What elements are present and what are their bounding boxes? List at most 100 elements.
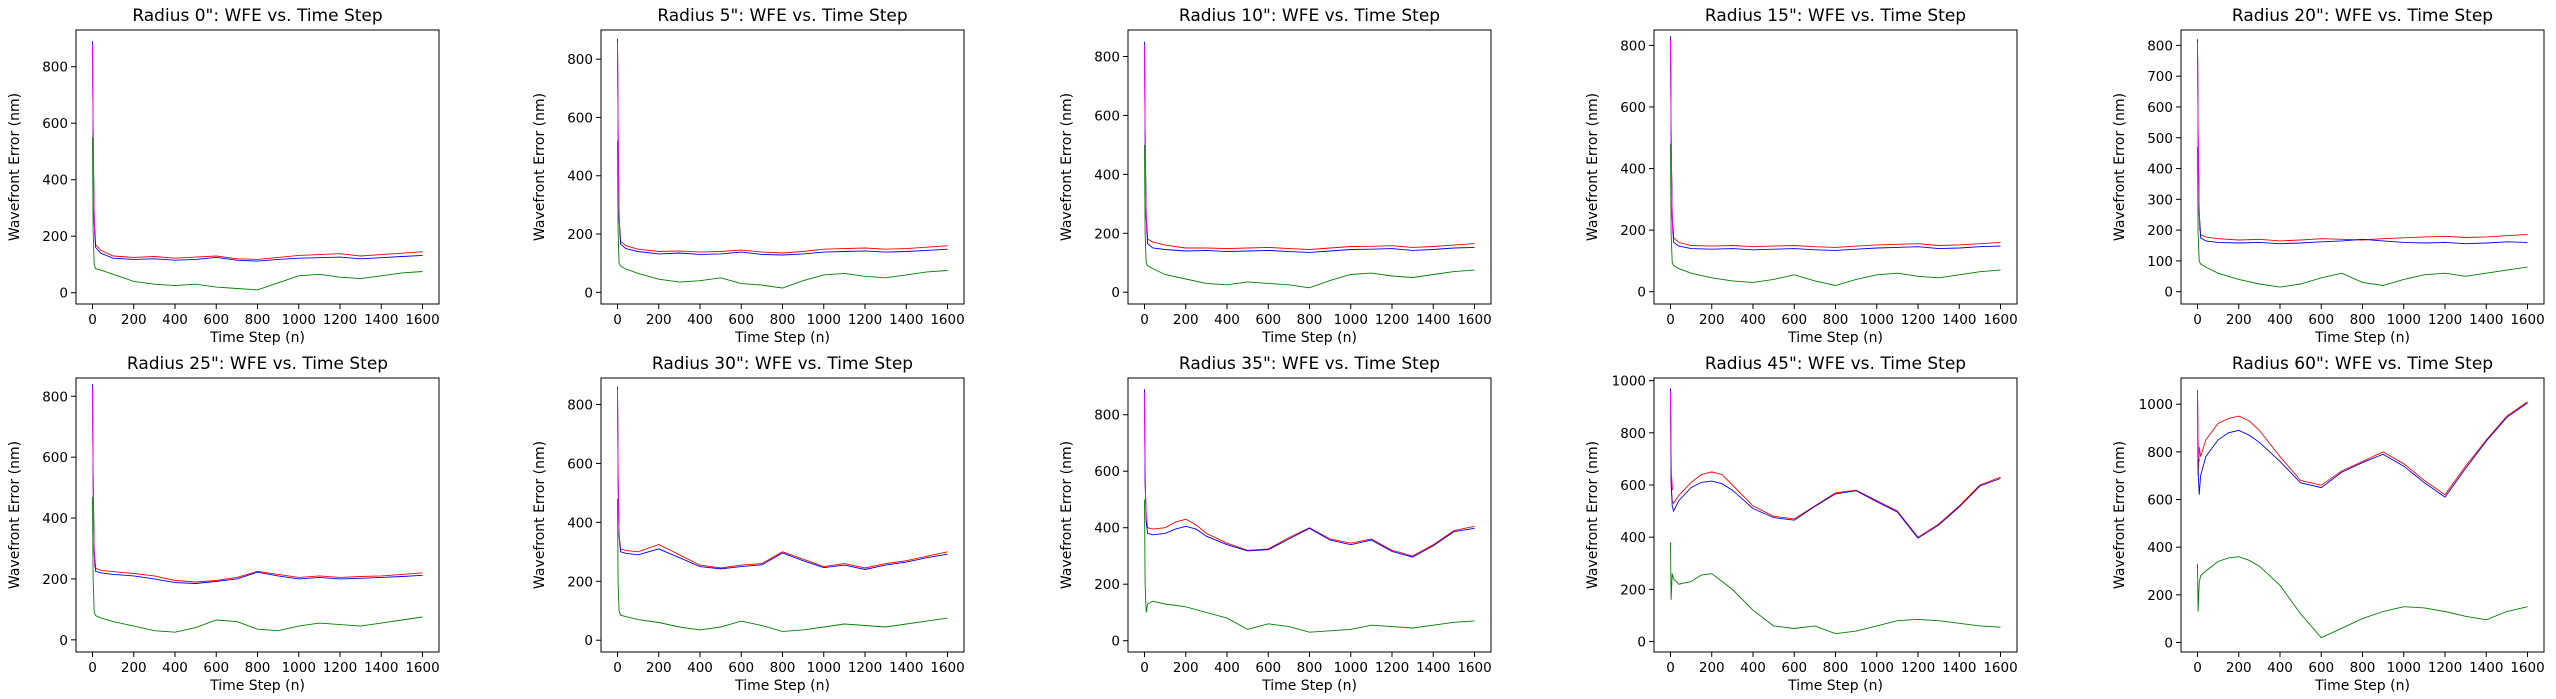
x-tick-label: 800 bbox=[1297, 660, 1323, 676]
x-tick-label: 1200 bbox=[323, 660, 357, 676]
y-tick-label: 200 bbox=[567, 227, 593, 243]
x-tick-label: 600 bbox=[1255, 660, 1281, 676]
x-tick-label: 1000 bbox=[1334, 660, 1368, 676]
y-tick-label: 600 bbox=[1620, 478, 1646, 494]
y-tick-label: 800 bbox=[42, 60, 68, 76]
y-tick-label: 200 bbox=[1620, 223, 1646, 239]
plot-frame bbox=[600, 29, 965, 305]
x-tick-label: 1200 bbox=[1375, 660, 1409, 676]
y-tick-label: 800 bbox=[567, 52, 593, 68]
x-tick-label: 1000 bbox=[1334, 312, 1368, 328]
y-tick-label: 800 bbox=[1620, 426, 1646, 442]
subplot-8: 0 200 400 600 800 1000 1200 1400 1600 0 200 400 600 8… bbox=[1059, 354, 1492, 694]
x-tick-label: 600 bbox=[1781, 312, 1807, 328]
x-tick-label: 200 bbox=[1173, 660, 1199, 676]
series-line-4 bbox=[617, 389, 621, 546]
plot-frame bbox=[2180, 29, 2545, 305]
series-line-1 bbox=[1670, 39, 2001, 248]
series-line-2 bbox=[617, 386, 948, 570]
y-tick-label: 0 bbox=[1111, 285, 1120, 301]
x-tick-label: 1200 bbox=[1375, 312, 1409, 328]
series-line-2 bbox=[2197, 39, 2528, 245]
y-tick-label: 600 bbox=[1094, 108, 1120, 124]
chart-title: Radius 0": WFE vs. Time Step bbox=[132, 6, 382, 26]
x-tick-label: 0 bbox=[613, 660, 622, 676]
subplot-10: 0 200 400 600 800 1000 1200 1400 1600 0 200 400 600 8… bbox=[2112, 354, 2545, 694]
y-tick-label: 0 bbox=[1111, 634, 1120, 650]
x-tick-label: 400 bbox=[1740, 660, 1766, 676]
series-line-3 bbox=[2197, 556, 2528, 639]
y-tick-label: 400 bbox=[42, 173, 68, 189]
chart-title: Radius 35": WFE vs. Time Step bbox=[1179, 354, 1440, 374]
x-tick-label: 1600 bbox=[2510, 312, 2544, 328]
y-tick-label: 200 bbox=[1094, 577, 1120, 593]
y-tick-label: 200 bbox=[2147, 223, 2173, 239]
x-tick-label: 1600 bbox=[1983, 312, 2017, 328]
plot-frame bbox=[75, 29, 440, 305]
y-tick-label: 600 bbox=[42, 116, 68, 132]
y-axis-label: Wavefront Error (nm) bbox=[2112, 93, 2128, 241]
series-line-2 bbox=[1670, 388, 2001, 539]
x-tick-label: 800 bbox=[245, 312, 271, 328]
x-tick-label: 400 bbox=[162, 312, 188, 328]
y-tick-label: 200 bbox=[567, 574, 593, 590]
series-line-3 bbox=[1144, 144, 1475, 289]
x-tick-label: 0 bbox=[1666, 312, 1675, 328]
y-tick-label: 400 bbox=[2147, 540, 2173, 556]
y-tick-label: 200 bbox=[2147, 588, 2173, 604]
x-tick-label: 1200 bbox=[1901, 312, 1935, 328]
y-axis-label: Wavefront Error (nm) bbox=[1059, 441, 1075, 589]
y-tick-label: 400 bbox=[2147, 162, 2173, 178]
series-line-3 bbox=[2197, 146, 2528, 288]
x-tick-label: 1000 bbox=[282, 660, 316, 676]
y-axis-label: Wavefront Error (nm) bbox=[1585, 93, 1601, 241]
subplot-4: 0 200 400 600 800 1000 1200 1400 1600 0 200 400 600 8… bbox=[1585, 6, 2018, 346]
x-tick-label: 1000 bbox=[2387, 312, 2421, 328]
series-line-4 bbox=[1144, 44, 1148, 234]
y-tick-label: 200 bbox=[42, 229, 68, 245]
x-tick-label: 1600 bbox=[2510, 660, 2544, 676]
x-tick-label: 600 bbox=[1255, 312, 1281, 328]
x-axis-label: Time Step (n) bbox=[1261, 678, 1357, 694]
y-tick-label: 0 bbox=[59, 286, 68, 302]
y-tick-label: 700 bbox=[2147, 69, 2173, 85]
x-tick-label: 600 bbox=[203, 312, 229, 328]
series-line-4 bbox=[1670, 39, 1674, 234]
x-tick-label: 1400 bbox=[889, 312, 923, 328]
x-tick-label: 200 bbox=[121, 312, 147, 328]
x-tick-label: 1000 bbox=[807, 660, 841, 676]
x-axis-label: Time Step (n) bbox=[2314, 330, 2410, 346]
x-tick-label: 1600 bbox=[930, 312, 964, 328]
x-tick-label: 1600 bbox=[1983, 660, 2017, 676]
chart-title: Radius 5": WFE vs. Time Step bbox=[657, 6, 907, 26]
y-tick-label: 0 bbox=[584, 285, 593, 301]
x-axis-label: Time Step (n) bbox=[1261, 330, 1357, 346]
x-tick-label: 1200 bbox=[2428, 660, 2462, 676]
chart-title: Radius 60": WFE vs. Time Step bbox=[2232, 354, 2493, 374]
x-axis-label: Time Step (n) bbox=[209, 330, 305, 346]
y-tick-label: 800 bbox=[1094, 50, 1120, 66]
series-line-2 bbox=[92, 384, 423, 584]
series-line-1 bbox=[1144, 44, 1475, 250]
chart-title: Radius 25": WFE vs. Time Step bbox=[127, 354, 388, 374]
x-tick-label: 1400 bbox=[2469, 312, 2503, 328]
y-axis-label: Wavefront Error (nm) bbox=[7, 441, 23, 589]
series-line-4 bbox=[2197, 42, 2201, 231]
x-tick-label: 0 bbox=[2193, 660, 2202, 676]
plot-frame bbox=[75, 377, 440, 653]
x-tick-label: 0 bbox=[88, 660, 97, 676]
subplot-9: 0 200 400 600 800 1000 1200 1400 1600 0 200 400 600 8… bbox=[1585, 354, 2018, 694]
y-tick-label: 400 bbox=[567, 515, 593, 531]
series-line-1 bbox=[1670, 390, 2001, 538]
y-tick-label: 0 bbox=[584, 633, 593, 649]
chart-title: Radius 30": WFE vs. Time Step bbox=[652, 354, 913, 374]
x-tick-label: 200 bbox=[1699, 660, 1725, 676]
series-line-1 bbox=[1144, 392, 1475, 557]
x-tick-label: 0 bbox=[2193, 312, 2202, 328]
x-tick-label: 1600 bbox=[1457, 660, 1491, 676]
x-tick-label: 1200 bbox=[848, 312, 882, 328]
x-tick-label: 1600 bbox=[405, 660, 439, 676]
y-tick-label: 400 bbox=[567, 169, 593, 185]
series-line-1 bbox=[92, 387, 423, 583]
